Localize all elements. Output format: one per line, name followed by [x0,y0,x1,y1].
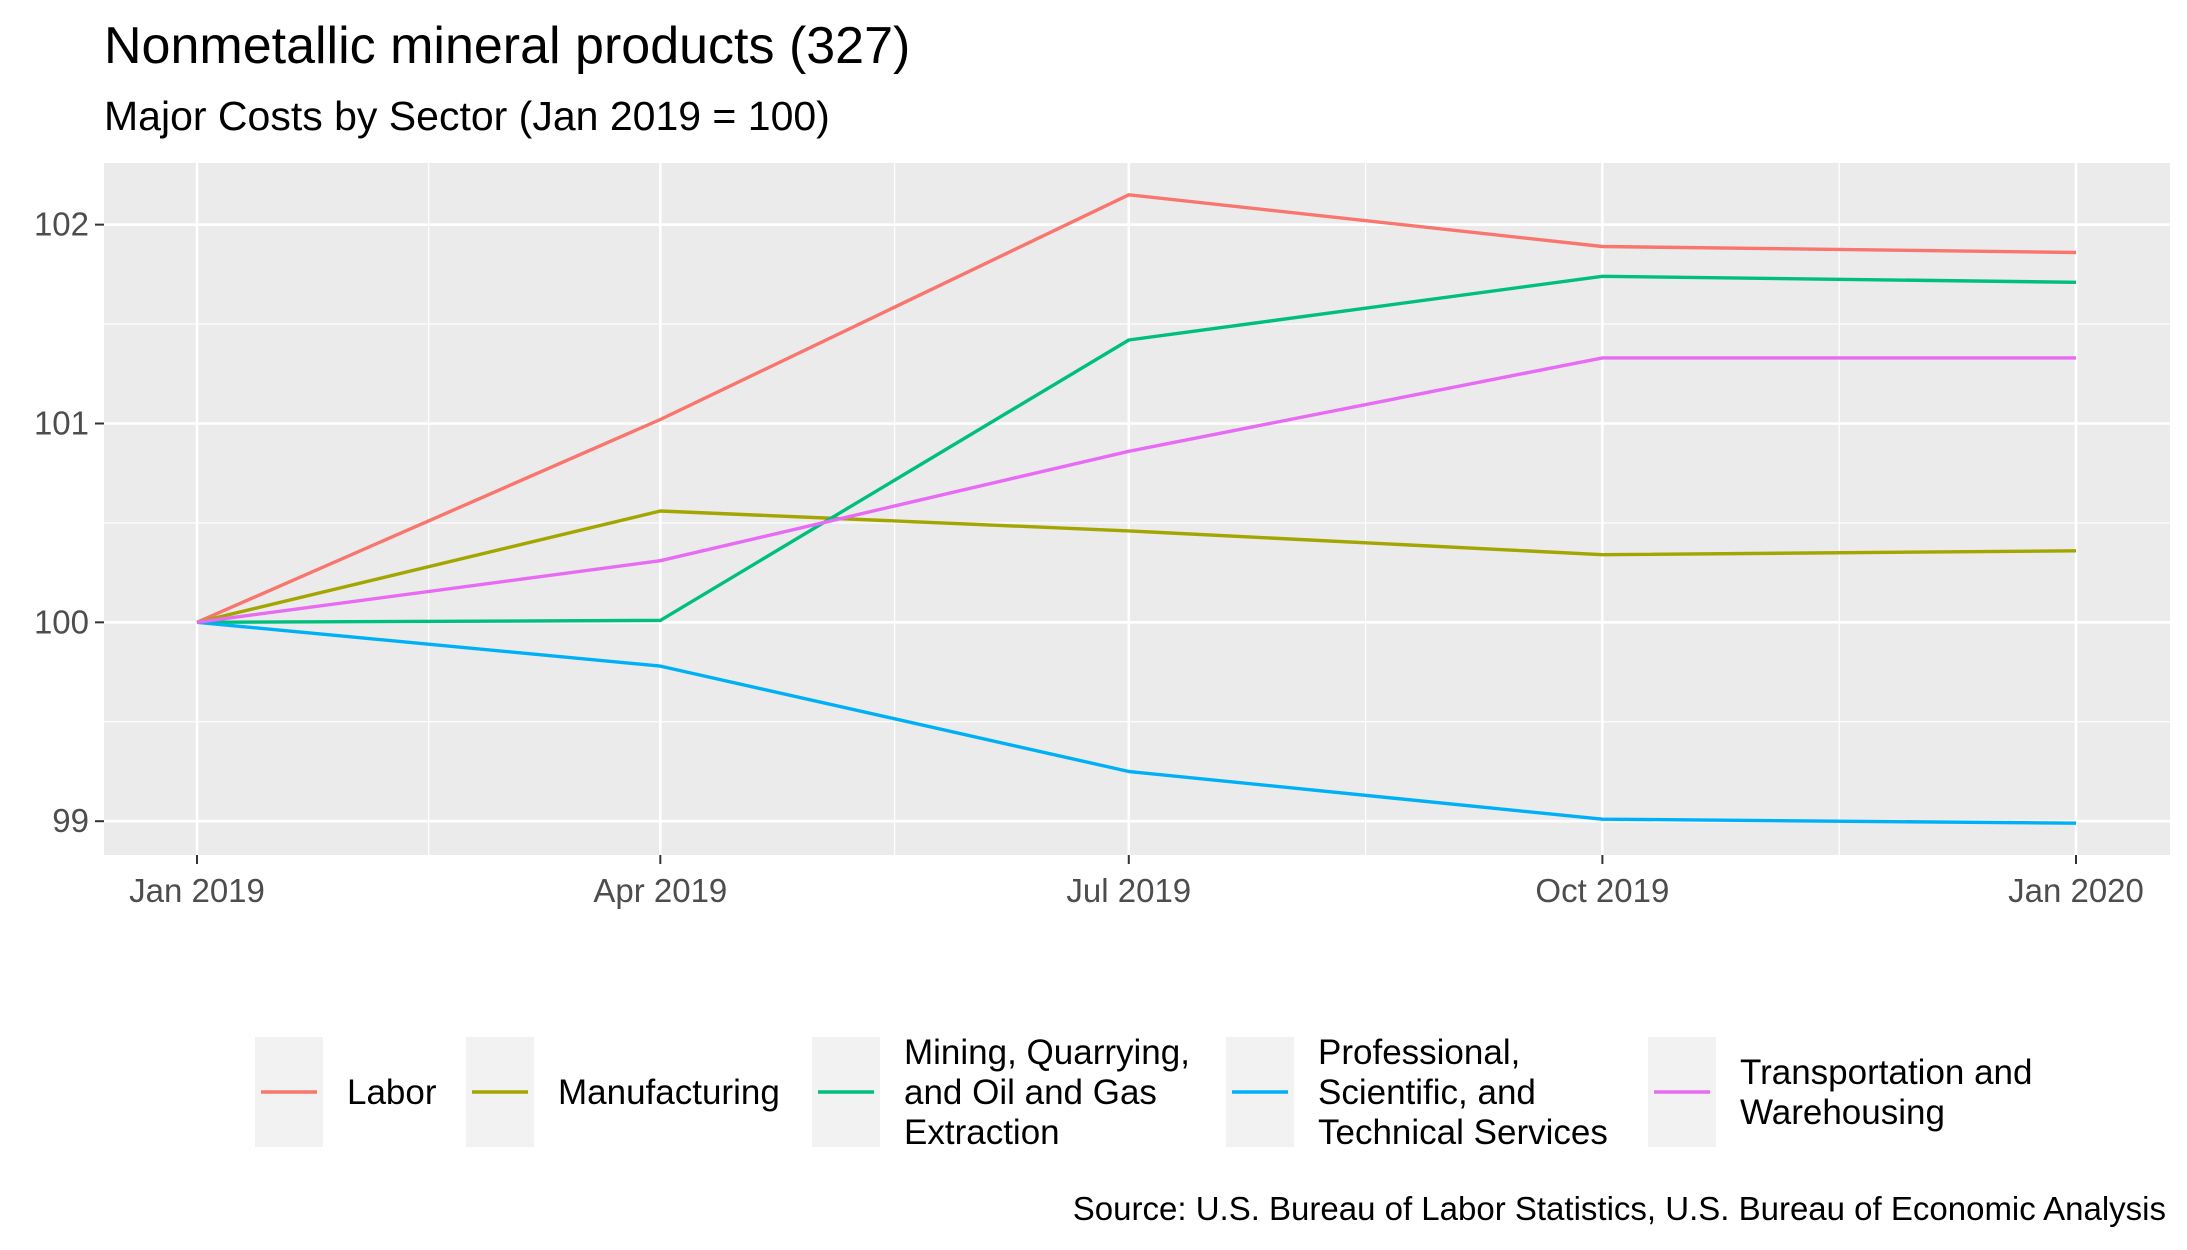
axes: 99 100 101 102 Jan 2019 Apr 2019 Jul 2019 Oct 2… [34,206,2144,909]
grid-lines [104,163,2170,855]
x-tick-label: Apr 2019 [593,872,727,909]
chart-subtitle: Major Costs by Sector (Jan 2019 = 100) [104,93,830,139]
y-tick-label: 102 [34,206,89,243]
legend-label: Professional, [1318,1033,1520,1072]
legend-label: Scientific, and [1318,1073,1536,1112]
x-tick-label: Jul 2019 [1066,872,1191,909]
series-lines [196,193,2077,825]
series-line [196,620,2077,825]
y-tick-label: 101 [34,404,89,441]
chart-title: Nonmetallic mineral products (327) [104,17,910,75]
plot-panel [104,163,2170,855]
legend-label: Mining, Quarrying, [904,1033,1190,1072]
legend: Labor Manufacturing Mining, Quarrying,and … [255,1033,2033,1152]
legend-label: Technical Services [1318,1113,1608,1152]
series-line [196,509,2077,624]
y-tick-label: 99 [52,802,89,839]
legend-label: Warehousing [1740,1093,1945,1132]
x-tick-label: Jan 2019 [129,872,265,909]
legend-label: Manufacturing [558,1073,780,1112]
series-line [196,193,2077,624]
legend-label: and Oil and Gas [904,1073,1157,1112]
series-line [196,274,2077,624]
series-line [196,356,2076,624]
legend-label: Transportation and [1740,1053,2033,1092]
source-caption: Source: U.S. Bureau of Labor Statistics,… [1073,1190,2166,1227]
legend-label: Extraction [904,1113,1060,1152]
x-tick-label: Oct 2019 [1535,872,1669,909]
x-tick-label: Jan 2020 [2008,872,2144,909]
y-tick-label: 100 [34,603,89,640]
legend-label: Labor [347,1073,437,1112]
